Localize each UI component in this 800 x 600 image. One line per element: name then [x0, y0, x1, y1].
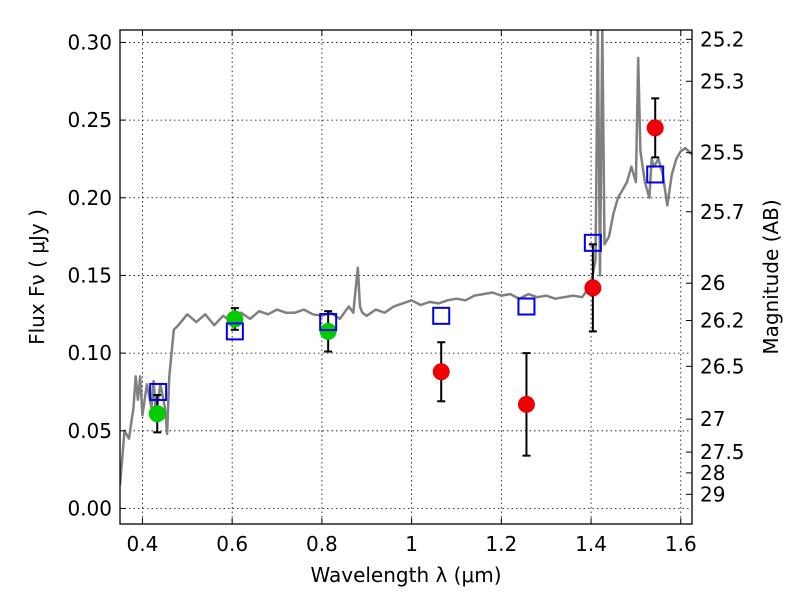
y2-axis-label: Magnitude (AB): [759, 199, 783, 354]
model-point-square: [149, 382, 168, 401]
y2-tick-label: 27.5: [700, 440, 745, 464]
data-point-circle: [646, 119, 664, 137]
y2-tick-label: 25.7: [700, 200, 745, 224]
spectrum-layer: [120, 30, 692, 486]
model-point-square: [225, 322, 244, 341]
data-point-circle: [319, 322, 337, 340]
data-point-circle: [148, 405, 166, 423]
data-point-circle: [432, 363, 450, 381]
model-point-square: [517, 297, 536, 316]
y-tick-label: 0.20: [67, 186, 112, 210]
x-tick-label: 0.6: [216, 532, 248, 556]
y2-tick-label: 26.5: [700, 354, 745, 378]
y-tick-label: 0.25: [67, 108, 112, 132]
x-axis-label: Wavelength λ (μm): [310, 563, 501, 587]
y-tick-label: 0.30: [67, 30, 112, 54]
x-tick-label: 0.4: [127, 532, 159, 556]
grid-layer: [120, 30, 692, 524]
y2-tick-label: 29: [700, 482, 725, 506]
y2-tick-label: 25.5: [700, 141, 745, 165]
data-point-circle: [226, 310, 244, 328]
model-point-square: [583, 233, 602, 252]
data-point-circle: [517, 395, 535, 413]
x-tick-label: 1.6: [665, 532, 697, 556]
spectrum-line: [120, 30, 692, 486]
tick-layer: 0.4 0.6 0.8 1 1.2 1.4 1.6 0.00 0.05 0.10 0.15 0.20 0…: [67, 27, 744, 556]
y2-tick-label: 26: [700, 271, 725, 295]
model-point-square: [432, 306, 451, 325]
y-axis-label: Flux Fν ( μJy ): [25, 209, 49, 345]
x-tick-label: 0.8: [306, 532, 338, 556]
data-point-circle: [584, 279, 602, 297]
y2-tick-label: 25.2: [700, 27, 745, 51]
y-tick-label: 0.15: [67, 263, 112, 287]
x-tick-label: 1.4: [575, 532, 607, 556]
y2-tick-label: 28: [700, 461, 725, 485]
model-point-square: [319, 313, 338, 332]
plot-frame: [119, 29, 693, 525]
x-tick-label: 1: [405, 532, 418, 556]
model-point-square: [646, 165, 665, 184]
y2-tick-label: 26.2: [700, 308, 745, 332]
y-tick-label: 0.05: [67, 419, 112, 443]
y2-tick-label: 27: [700, 407, 725, 431]
y2-tick-label: 25.3: [700, 69, 745, 93]
x-tick-label: 1.2: [485, 532, 517, 556]
y-tick-label: 0.00: [67, 496, 112, 520]
marker-layer: [148, 119, 665, 423]
y-tick-label: 0.10: [67, 341, 112, 365]
